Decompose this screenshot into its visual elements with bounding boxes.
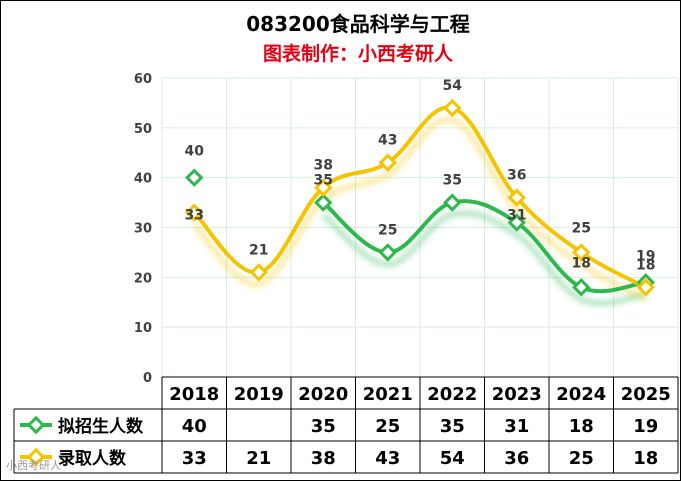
data-label: 25	[378, 222, 397, 238]
y-tick-label: 30	[134, 222, 152, 237]
data-point	[572, 243, 591, 262]
table-cell: 36	[504, 448, 529, 469]
data-label: 18	[636, 257, 655, 273]
x-tick-label: 2019	[234, 384, 284, 405]
data-point	[249, 263, 268, 282]
data-point	[443, 98, 462, 118]
data-label: 38	[314, 158, 333, 174]
watermark: 小西考研人	[6, 459, 61, 472]
data-point	[378, 153, 397, 172]
data-label: 33	[185, 208, 204, 224]
y-tick-label: 10	[134, 321, 152, 336]
table-cell: 54	[440, 448, 465, 469]
data-point	[185, 168, 204, 187]
y-tick-label: 50	[134, 122, 152, 137]
data-point	[507, 188, 526, 207]
legend-marker	[26, 415, 46, 435]
data-point	[443, 193, 462, 212]
table-cell: 21	[246, 448, 271, 469]
data-label: 21	[249, 242, 268, 258]
data-point	[314, 178, 333, 197]
table-cell: 40	[182, 416, 207, 437]
table-cell: 25	[375, 416, 400, 437]
chart-subtitle: 图表制作：小西考研人	[263, 42, 454, 65]
data-point	[636, 278, 655, 297]
legend-label: 录取人数	[58, 448, 127, 469]
data-table: 2018 2019 2020 2021 2022 2023 2024 2025 拟招生人数 40 3…	[13, 376, 679, 474]
data-label: 40	[185, 144, 205, 160]
table-cell: 18	[569, 416, 594, 437]
table-cell: 43	[375, 448, 400, 469]
data-label: 31	[507, 208, 526, 224]
chart-title: 083200食品科学与工程	[246, 12, 470, 36]
y-tick-label: 0	[143, 371, 152, 386]
series-shadow	[192, 116, 648, 302]
table-cell: 18	[633, 448, 658, 469]
data-point	[185, 203, 204, 222]
data-label: 18	[572, 255, 591, 271]
x-tick-label: 2021	[363, 384, 413, 405]
data-label: 36	[507, 168, 526, 184]
data-label: 19	[636, 248, 655, 264]
data-point	[314, 193, 333, 212]
x-tick-label: 2018	[169, 384, 219, 405]
series-markers	[185, 98, 655, 297]
data-point	[572, 278, 591, 297]
x-tick-label: 2023	[492, 384, 542, 405]
x-tick-label: 2024	[556, 384, 606, 405]
y-axis-ticks: 0 10 20 30 40 50 60	[134, 72, 152, 386]
x-tick-label: 2022	[427, 384, 477, 405]
data-point	[507, 213, 526, 232]
x-tick-label: 2025	[621, 384, 671, 405]
table-cell: 19	[633, 416, 658, 437]
table-cell: 38	[311, 448, 336, 469]
table-cell: 33	[182, 448, 207, 469]
data-point	[378, 243, 397, 262]
series-shadow	[321, 210, 647, 307]
data-label: 54	[443, 78, 463, 94]
data-label: 25	[572, 220, 591, 236]
data-label: 35	[443, 173, 462, 189]
y-tick-label: 40	[134, 172, 152, 187]
table-cell: 35	[440, 416, 465, 437]
series-shadows	[192, 116, 648, 307]
legend-label: 拟招生人数	[58, 416, 144, 437]
data-label: 43	[378, 133, 397, 149]
data-label: 35	[314, 173, 333, 189]
table-cell: 25	[569, 448, 594, 469]
x-tick-label: 2020	[298, 384, 348, 405]
table-cell: 31	[504, 416, 529, 437]
legend-marker	[26, 447, 46, 467]
y-tick-label: 60	[134, 72, 152, 87]
table-cell: 35	[311, 416, 336, 437]
y-tick-label: 20	[134, 271, 152, 286]
